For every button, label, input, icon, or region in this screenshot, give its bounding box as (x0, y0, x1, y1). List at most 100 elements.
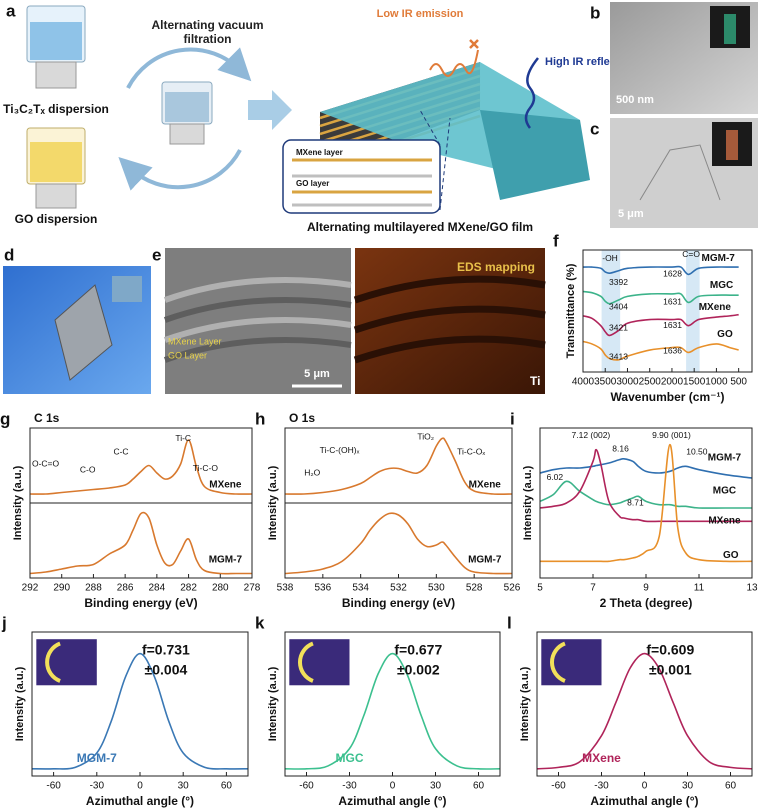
x-axis-label: Azimuthal angle (°) (86, 794, 194, 808)
panel-label: c (590, 119, 599, 138)
highlight-band (601, 250, 621, 372)
series-line (582, 265, 739, 276)
annotation: Ti-C-Oₓ (457, 446, 485, 456)
x-tick-label: 60 (725, 781, 737, 792)
panel-label: h (255, 409, 265, 428)
x-tick-label: 288 (85, 583, 102, 594)
annotation: 8.71 (627, 497, 644, 507)
annotation: C=O (682, 249, 700, 259)
x-tick-label: 4000 (572, 377, 595, 388)
annotation: 6.02 (547, 472, 564, 482)
annotation: 1631 (663, 297, 682, 307)
saxs-arc (298, 641, 314, 683)
series-line (539, 443, 753, 563)
x-tick-label: 532 (390, 583, 407, 594)
scale-bar: 5 μm (304, 368, 330, 380)
series-line (284, 512, 513, 575)
liquid (30, 142, 82, 182)
panel-e: e EDS mapping MXene Layer GO Layer 5 μm … (152, 245, 546, 394)
panel-label: b (590, 3, 600, 22)
chart-title: C 1s (34, 411, 60, 425)
annotation: Ti-C-O (193, 463, 219, 473)
x-axis-label: Azimuthal angle (°) (590, 794, 698, 808)
series-label: MGM-7 (708, 453, 742, 464)
cycle-arrow (126, 47, 252, 89)
annotation: 1636 (663, 346, 682, 356)
saxs-arc (550, 641, 566, 683)
y-axis-label: Transmittance (%) (565, 263, 577, 358)
vial (726, 130, 738, 160)
x-tick-label: 538 (277, 583, 294, 594)
x-tick-label: 1500 (683, 377, 706, 388)
photo-inset (112, 276, 142, 302)
chart-title: O 1s (289, 411, 315, 425)
annotation: ±0.004 (145, 662, 188, 678)
x-tick-label: 286 (117, 583, 134, 594)
annotation: Ti-C (175, 433, 191, 443)
liquid (30, 22, 82, 60)
x-tick-label: -30 (594, 781, 609, 792)
series-line (539, 448, 752, 523)
label: Ti₃C₂Tₓ dispersion (3, 102, 109, 116)
x-tick-label: 2500 (639, 377, 662, 388)
x-tick-label: -30 (342, 781, 357, 792)
x-tick-label: 534 (352, 583, 369, 594)
series-label: MGM-7 (468, 555, 502, 566)
funnel (169, 123, 205, 145)
x-tick-label: 30 (430, 781, 442, 792)
cross (469, 39, 479, 49)
series-line (29, 511, 253, 575)
x-tick-label: 9 (643, 583, 649, 594)
annotation: -OH (602, 253, 618, 263)
x-tick-label: 536 (314, 583, 331, 594)
y-axis-label: Intensity (a.u.) (267, 666, 279, 741)
zoom-line (439, 117, 451, 211)
x-tick-label: 530 (428, 583, 445, 594)
x-tick-label: 284 (149, 583, 166, 594)
label: MXene layer (296, 148, 343, 157)
y-axis-label: Intensity (a.u.) (14, 666, 26, 741)
y-axis-label: Intensity (a.u.) (267, 465, 279, 540)
series-line (284, 437, 513, 496)
series-label: MXene (469, 480, 502, 491)
annotation: 1631 (663, 320, 682, 330)
series-label: MGC (710, 280, 733, 291)
x-tick-label: 500 (730, 377, 747, 388)
panel-label: e (152, 245, 161, 264)
annotation: C-C (113, 446, 128, 456)
x-tick-label: 292 (22, 583, 39, 594)
annotation: 7.12 (002) (572, 430, 611, 440)
filtration-label: Alternating vacuum filtration (151, 18, 264, 46)
annotation: H₂O (304, 467, 320, 477)
series-line (536, 652, 753, 770)
series-label: MXene (699, 302, 732, 313)
x-tick-label: 60 (221, 781, 233, 792)
x-tick-label: -60 (299, 781, 314, 792)
ir-emission (429, 49, 479, 77)
panel-d: d (3, 245, 151, 394)
series-label: MGC (713, 486, 736, 497)
series-line (284, 652, 501, 770)
series-label: MXene (708, 516, 741, 527)
x-tick-label: 0 (642, 781, 648, 792)
x-tick-label: 3000 (616, 377, 639, 388)
film (54, 284, 113, 381)
x-tick-label: 3500 (594, 377, 617, 388)
x-tick-label: 7 (590, 583, 596, 594)
caption: Alternating multilayered MXene/GO film (307, 220, 533, 234)
panel-label: f (553, 231, 559, 250)
process-arrow (248, 90, 292, 130)
series-line (31, 652, 249, 770)
panel-label: j (1, 613, 7, 632)
scale-bar: 500 nm (616, 94, 654, 106)
x-tick-label: 526 (504, 583, 521, 594)
annotation: 9.90 (001) (652, 430, 691, 440)
label: GO layer (296, 179, 329, 188)
annotation: 3413 (609, 352, 628, 362)
film-side (480, 110, 590, 200)
cycle-arrow (118, 149, 242, 191)
label: EDS mapping (457, 260, 535, 274)
x-tick-label: -60 (46, 781, 61, 792)
x-tick-label: 30 (178, 781, 190, 792)
series-label: MXene (582, 751, 621, 765)
